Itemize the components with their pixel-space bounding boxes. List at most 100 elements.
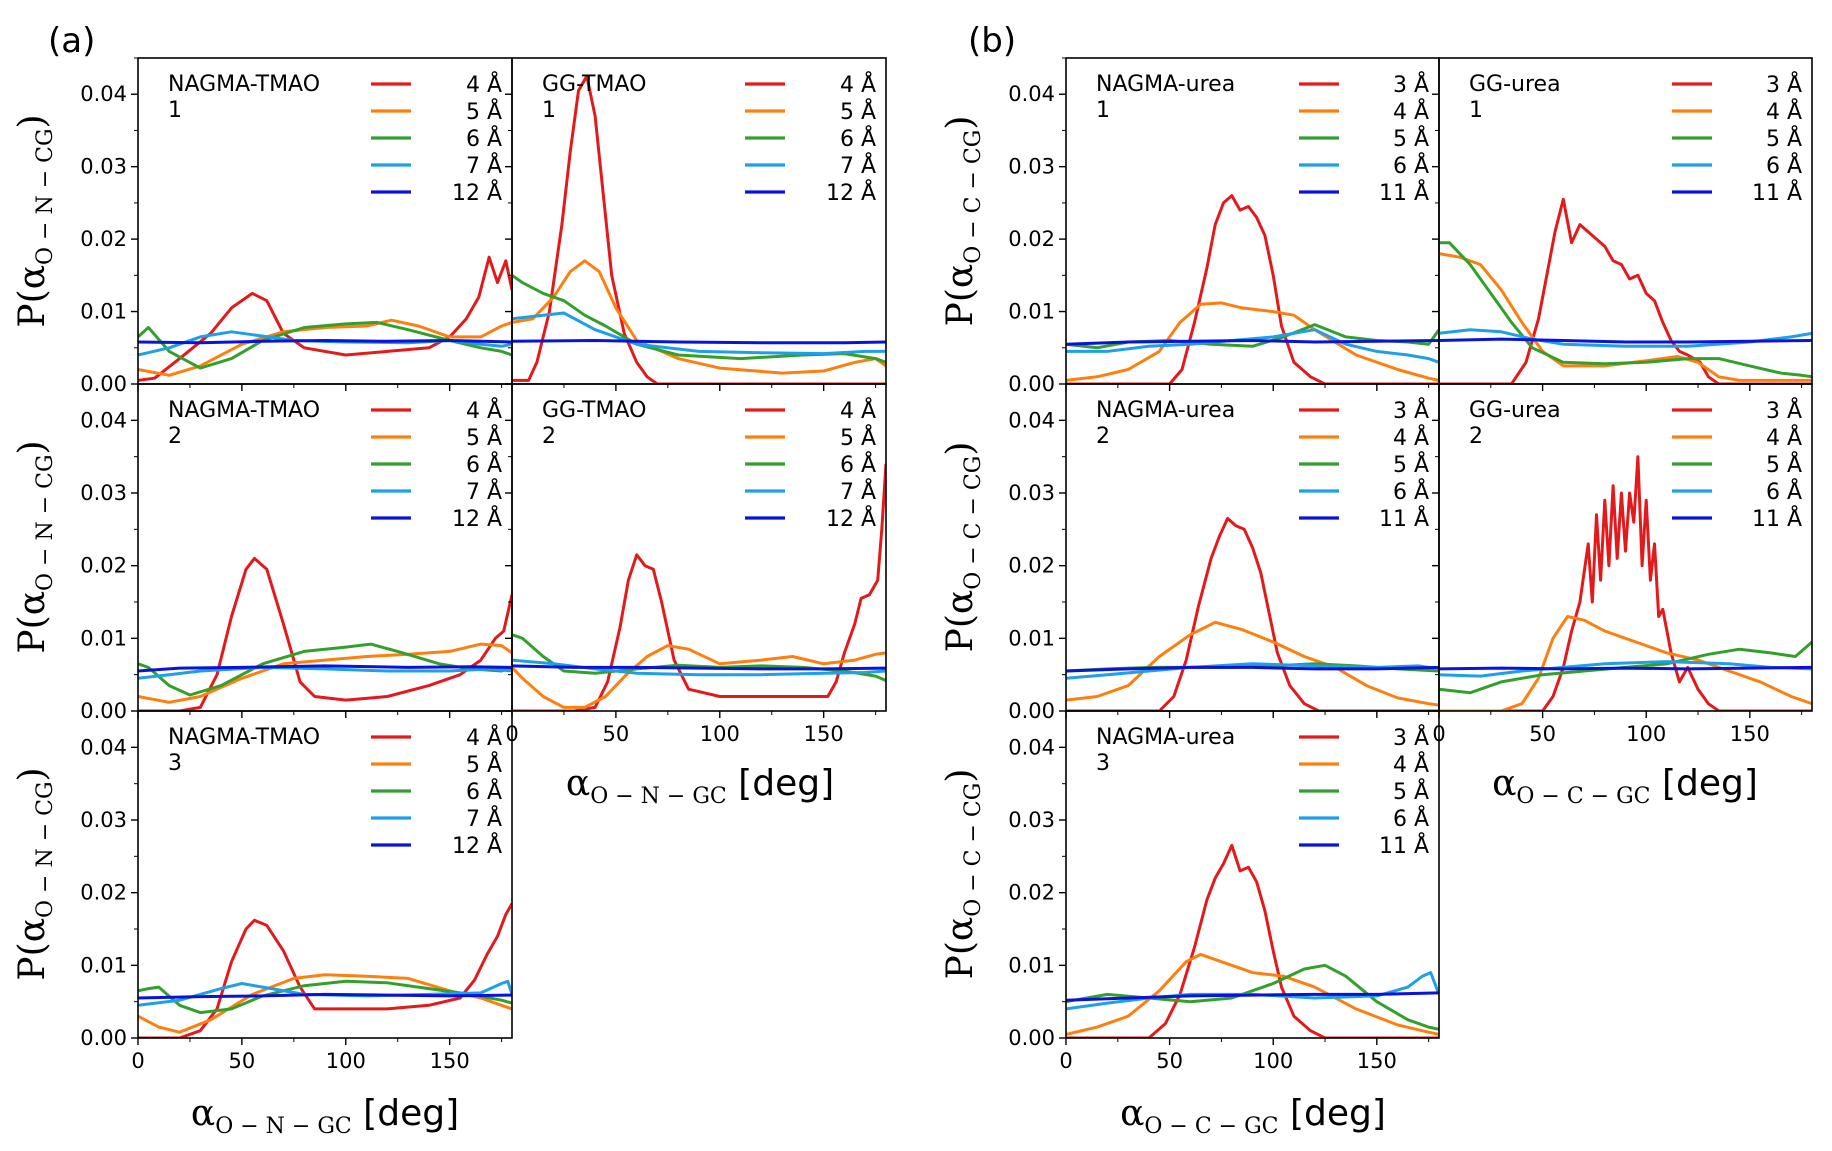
series-line-5A <box>1439 241 1812 379</box>
legend-label: 11 Å <box>1752 505 1802 532</box>
panel-title: GG-TMAO <box>542 72 646 97</box>
y-tick-label: 0.02 <box>1008 554 1055 578</box>
series-line-12A <box>512 664 886 671</box>
y-axis-label: P(αO − C − CG) <box>940 769 986 980</box>
series-line-12A <box>138 339 512 345</box>
legend-label: 5 Å <box>466 424 502 451</box>
axes-frame <box>511 383 887 712</box>
legend-label: 4 Å <box>466 397 502 424</box>
legend-label: 3 Å <box>1393 724 1429 751</box>
figure-label-b: (b) <box>968 21 1016 61</box>
series-line-6A <box>1066 662 1439 680</box>
series-line-5A <box>1439 640 1812 695</box>
x-tick-label: 150 <box>1357 1049 1397 1073</box>
series-line-4A <box>138 255 512 382</box>
y-tick-label: 0.01 <box>80 626 127 650</box>
series-line-5A <box>138 973 512 1034</box>
panel-title: NAGMA-TMAO <box>168 725 320 750</box>
legend-label: 6 Å <box>840 125 876 152</box>
legend-label: 12 Å <box>452 832 502 859</box>
legend-label: 3 Å <box>1393 71 1429 98</box>
legend-label: 6 Å <box>466 451 502 478</box>
x-tick-label: 100 <box>326 1049 366 1073</box>
x-tick-label: 150 <box>430 1049 470 1073</box>
x-axis-label: αO − N − GC [deg] <box>191 1093 459 1139</box>
series-line-4A <box>512 74 886 384</box>
panel-number: 3 <box>1096 751 1110 776</box>
legend-label: 12 Å <box>826 179 876 206</box>
x-axis-label: αO − C − GC [deg] <box>1120 1093 1386 1139</box>
y-tick-label: 0.00 <box>80 699 127 723</box>
x-tick-label: 150 <box>804 722 844 746</box>
series-group <box>138 255 512 382</box>
axes-frame <box>137 383 513 712</box>
series-line-11A <box>1066 665 1439 673</box>
panel-number: 2 <box>168 424 182 449</box>
axes-frame <box>137 57 513 385</box>
y-tick-label: 0.02 <box>80 554 127 578</box>
y-tick-label: 0.01 <box>1008 626 1055 650</box>
axes-frame <box>511 57 887 385</box>
legend-label: 4 Å <box>840 397 876 424</box>
y-tick-label: 0.01 <box>80 953 127 977</box>
y-tick-label: 0.03 <box>1008 155 1055 179</box>
axes-frame <box>1065 710 1440 1039</box>
y-tick-label: 0.03 <box>80 481 127 505</box>
panel-number: 3 <box>168 751 182 776</box>
series-group <box>138 902 512 1038</box>
legend-label: 7 Å <box>466 478 502 505</box>
x-tick-label: 50 <box>603 722 630 746</box>
series-line-4A <box>512 463 886 711</box>
y-axis-label: P(αO − N − CG) <box>12 440 58 653</box>
legend-label: 11 Å <box>1379 505 1429 532</box>
axes-frame <box>1065 57 1440 385</box>
y-tick-label: 0.02 <box>80 881 127 905</box>
panel-title: NAGMA-urea <box>1096 398 1235 423</box>
y-tick-label: 0.01 <box>1008 953 1055 977</box>
series-line-5A <box>138 642 512 704</box>
legend-label: 5 Å <box>840 98 876 125</box>
series-group <box>1066 194 1439 384</box>
series-line-11A <box>1439 337 1812 344</box>
y-axis-label: P(αO − N − CG) <box>12 767 58 980</box>
series-line-12A <box>138 992 512 1000</box>
x-tick-label: 150 <box>1730 722 1770 746</box>
series-line-3A <box>1066 516 1439 711</box>
series-group <box>512 463 886 711</box>
series-line-3A <box>1066 843 1439 1038</box>
panel-number: 1 <box>1096 98 1110 123</box>
y-axis-label: P(αO − N − CG) <box>12 114 58 327</box>
y-tick-label: 0.04 <box>80 408 127 432</box>
series-line-11A <box>1066 339 1439 346</box>
legend-label: 6 Å <box>1393 805 1429 832</box>
x-tick-label: 100 <box>700 722 740 746</box>
x-tick-label: 100 <box>1253 1049 1293 1073</box>
series-line-4A <box>1066 301 1439 382</box>
legend-label: 5 Å <box>1393 125 1429 152</box>
y-tick-label: 0.04 <box>1008 82 1055 106</box>
x-tick-label: 0 <box>131 1049 144 1073</box>
legend-label: 4 Å <box>1393 751 1429 778</box>
panel-title: GG-TMAO <box>542 398 646 423</box>
y-tick-label: 0.03 <box>1008 808 1055 832</box>
axis-labels: P(αO − N − CG) P(αO − N − CG) P(αO − N − C… <box>12 114 1758 1139</box>
series-line-7A <box>512 658 886 677</box>
panel-title: NAGMA-TMAO <box>168 72 320 97</box>
y-tick-label: 0.00 <box>80 1026 127 1050</box>
series-line-6A <box>512 274 886 364</box>
legend-label: 3 Å <box>1766 71 1802 98</box>
x-tick-label: 100 <box>1626 722 1666 746</box>
series-line-3A <box>1439 197 1812 384</box>
series-group <box>512 74 886 384</box>
y-tick-label: 0.04 <box>80 82 127 106</box>
legend-label: 4 Å <box>466 724 502 751</box>
legend-label: 6 Å <box>466 125 502 152</box>
panel-p5: 0.00 0.01 0.02 0.03 0.04 0 50 100 150 NAGMA-TMAO3… <box>80 710 513 1073</box>
series-line-11A <box>1439 665 1812 671</box>
series-line-4A <box>1439 252 1812 382</box>
